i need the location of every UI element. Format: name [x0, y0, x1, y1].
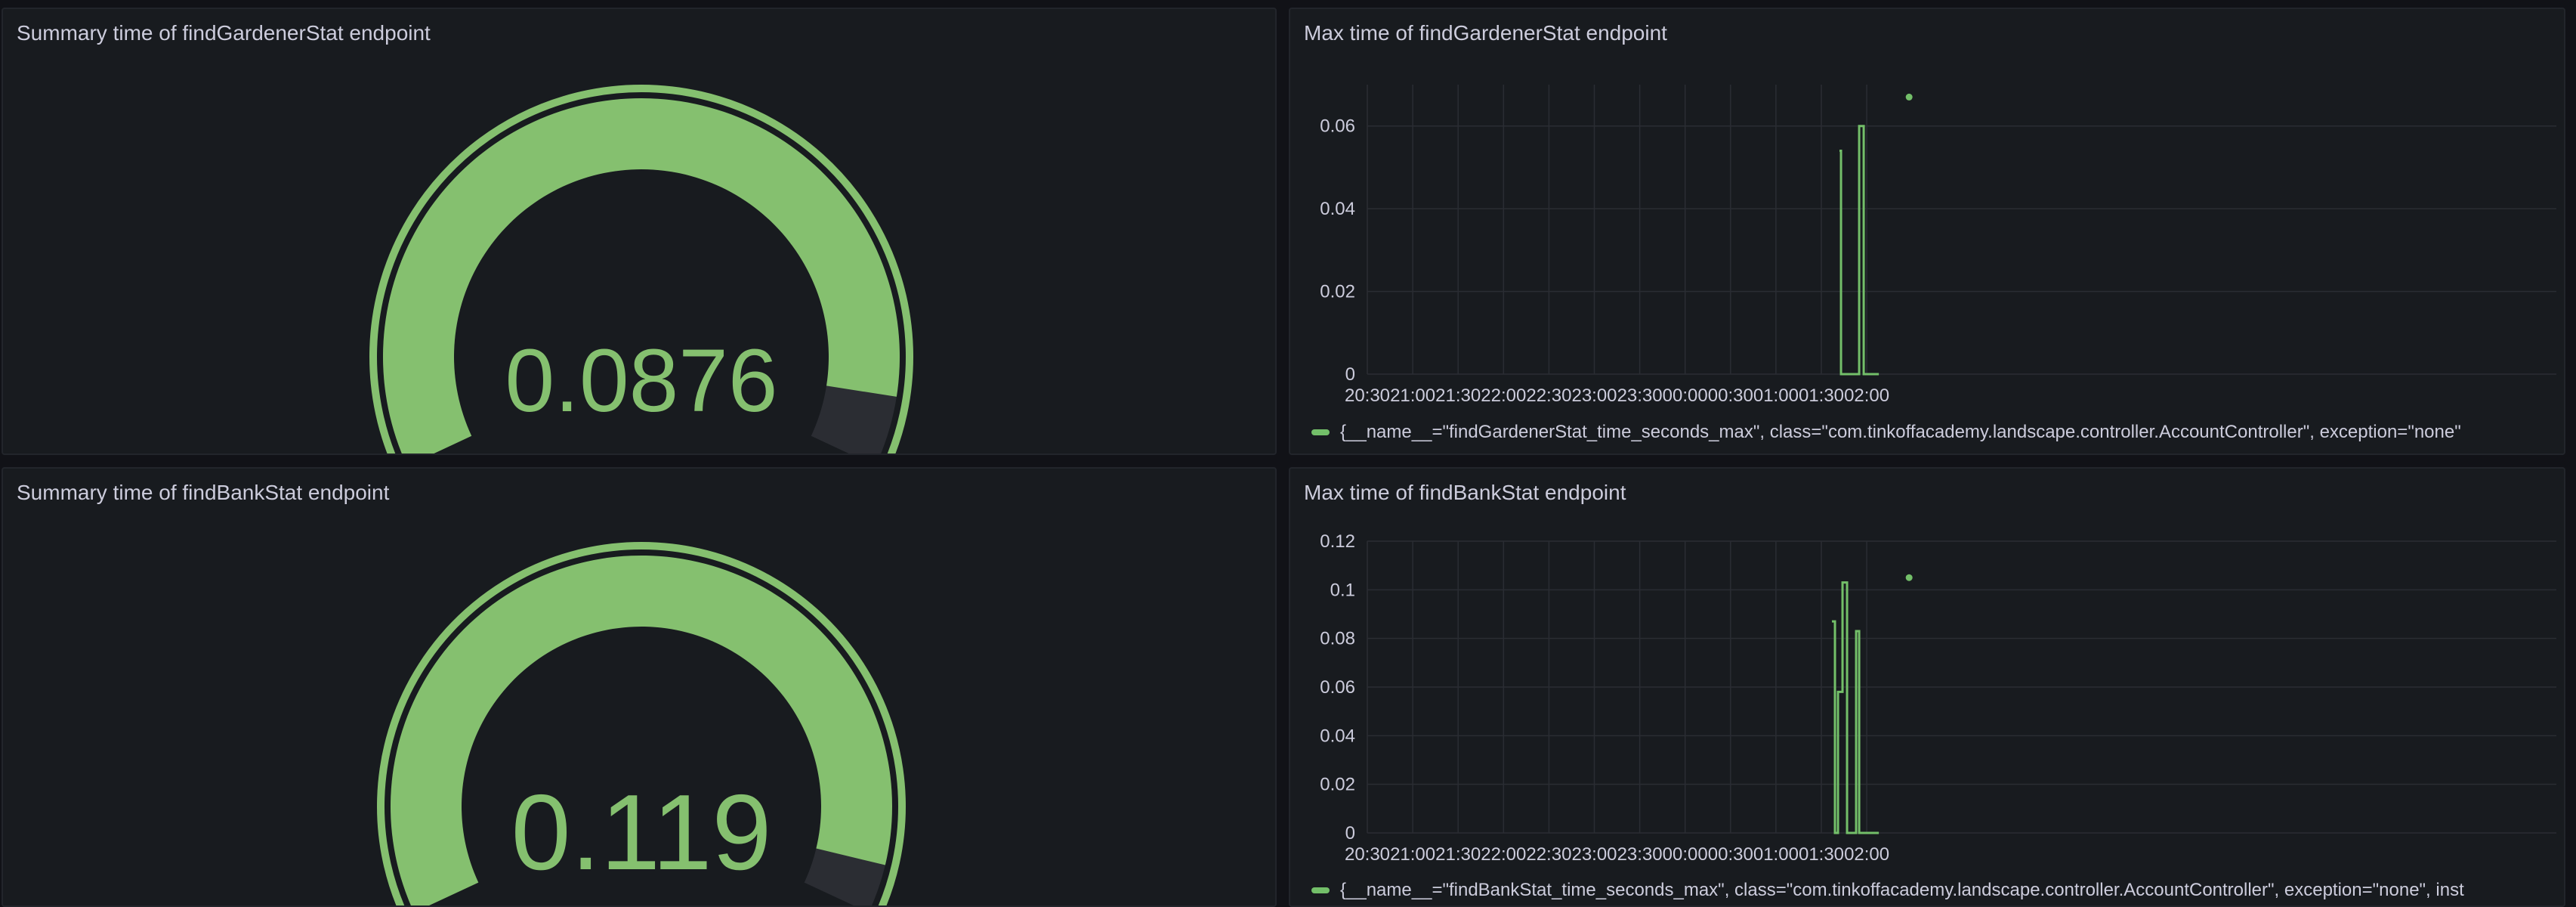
x-tick-label: 23:30	[1617, 844, 1663, 865]
gauge-value-arc	[391, 556, 892, 905]
x-tick-label: 00:00	[1663, 844, 1708, 865]
gauge-chart: 0.119	[377, 542, 906, 905]
y-tick-label: 0.06	[1320, 116, 1355, 137]
y-tick-label: 0.04	[1320, 199, 1355, 219]
x-tick-label: 21:30	[1435, 385, 1481, 406]
x-tick-label: 22:30	[1526, 385, 1571, 406]
x-tick-label: 01:00	[1753, 385, 1799, 406]
x-tick-label: 01:00	[1753, 844, 1799, 865]
gauge-value-arc	[383, 98, 900, 454]
x-tick-label: 20:30	[1345, 844, 1390, 865]
series-line[interactable]	[1832, 581, 1879, 834]
x-tick-label: 23:00	[1571, 385, 1617, 406]
gauge-value: 0.119	[511, 772, 772, 893]
x-tick-label: 23:30	[1617, 385, 1663, 406]
legend-label: {__name__="findGardenerStat_time_seconds…	[1340, 422, 2461, 442]
y-tick-label: 0.02	[1320, 282, 1355, 302]
panel-title: Summary time of findGardenerStat endpoin…	[17, 21, 431, 45]
gauge-value: 0.0876	[505, 331, 778, 431]
y-tick-label: 0.04	[1320, 726, 1355, 746]
series-point[interactable]	[1905, 93, 1913, 101]
legend-swatch	[1311, 429, 1330, 435]
series-point[interactable]	[1905, 574, 1913, 581]
x-tick-label: 01:30	[1799, 385, 1844, 406]
x-tick-label: 00:30	[1708, 844, 1753, 865]
x-tick-label: 21:00	[1390, 844, 1435, 865]
legend[interactable]: {__name__="findGardenerStat_time_seconds…	[1311, 422, 2556, 443]
legend[interactable]: {__name__="findBankStat_time_seconds_max…	[1311, 880, 2556, 901]
x-tick-label: 21:00	[1390, 385, 1435, 406]
y-tick-label: 0	[1345, 823, 1355, 844]
y-tick-label: 0	[1345, 364, 1355, 385]
gauge-panel-gardener[interactable]: Summary time of findGardenerStat endpoin…	[2, 8, 1277, 455]
x-tick-label: 22:00	[1481, 844, 1526, 865]
x-tick-label: 00:00	[1663, 385, 1708, 406]
gauge-panel-bank[interactable]: Summary time of findBankStat endpoint 0.…	[2, 467, 1277, 907]
y-tick-label: 0.02	[1320, 775, 1355, 795]
timeseries-panel-bank[interactable]: Max time of findBankStat endpoint 0 0.02 0…	[1289, 467, 2565, 907]
x-tick-label: 22:30	[1526, 844, 1571, 865]
x-tick-label: 02:00	[1844, 844, 1889, 865]
gauge-chart: 0.0876	[369, 85, 913, 454]
legend-swatch	[1311, 887, 1330, 893]
y-tick-label: 0.06	[1320, 677, 1355, 698]
panel-title: Max time of findBankStat endpoint	[1304, 481, 1626, 504]
x-tick-label: 01:30	[1799, 844, 1844, 865]
gauge-threshold-arc	[377, 542, 906, 905]
x-tick-label: 22:00	[1481, 385, 1526, 406]
y-tick-label: 0.12	[1320, 531, 1355, 552]
x-tick-label: 21:30	[1435, 844, 1481, 865]
x-tick-label: 23:00	[1571, 844, 1617, 865]
y-tick-label: 0.1	[1330, 580, 1355, 600]
x-tick-label: 20:30	[1345, 385, 1390, 406]
y-tick-label: 0.08	[1320, 629, 1355, 649]
x-tick-label: 02:00	[1844, 385, 1889, 406]
panel-title: Max time of findGardenerStat endpoint	[1304, 21, 1667, 45]
panel-title: Summary time of findBankStat endpoint	[17, 481, 390, 504]
gauge-threshold-arc	[369, 85, 913, 454]
legend-label: {__name__="findBankStat_time_seconds_max…	[1340, 880, 2464, 900]
x-tick-label: 00:30	[1708, 385, 1753, 406]
series-line[interactable]	[1839, 125, 1879, 376]
